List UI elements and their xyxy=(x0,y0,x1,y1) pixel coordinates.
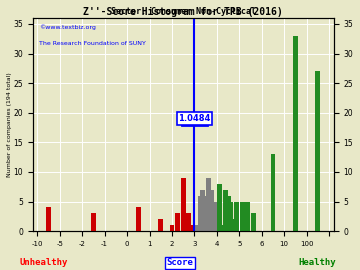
Bar xyxy=(270,154,275,231)
Bar xyxy=(91,213,96,231)
Bar xyxy=(158,219,163,231)
Bar xyxy=(226,196,230,231)
Bar xyxy=(212,201,216,231)
Text: Healthy: Healthy xyxy=(298,258,336,267)
Text: Unhealthy: Unhealthy xyxy=(19,258,67,267)
Bar xyxy=(231,219,236,231)
Bar xyxy=(195,225,200,231)
Bar xyxy=(242,219,247,231)
Text: ©www.textbiz.org: ©www.textbiz.org xyxy=(39,24,96,30)
Y-axis label: Number of companies (194 total): Number of companies (194 total) xyxy=(7,72,12,177)
Bar xyxy=(229,201,233,231)
Bar xyxy=(175,213,180,231)
Bar xyxy=(206,178,211,231)
Bar xyxy=(203,196,208,231)
Bar xyxy=(220,225,225,231)
Bar xyxy=(170,225,175,231)
Bar xyxy=(217,184,222,231)
Title: Z''-Score Histogram for TPB (2016): Z''-Score Histogram for TPB (2016) xyxy=(83,7,283,17)
Bar xyxy=(189,225,194,231)
Bar xyxy=(234,201,239,231)
Bar xyxy=(186,213,191,231)
Bar xyxy=(315,71,320,231)
Bar xyxy=(223,190,228,231)
Bar xyxy=(245,201,250,231)
Bar xyxy=(136,207,141,231)
Bar xyxy=(198,196,202,231)
Bar xyxy=(201,190,205,231)
Text: Sector: Consumer Non-Cyclical: Sector: Consumer Non-Cyclical xyxy=(111,7,256,16)
Text: 1.0484: 1.0484 xyxy=(178,114,211,123)
Text: Score: Score xyxy=(167,258,193,267)
Bar xyxy=(251,213,256,231)
Bar xyxy=(293,36,298,231)
Text: The Research Foundation of SUNY: The Research Foundation of SUNY xyxy=(39,42,146,46)
Bar xyxy=(240,201,244,231)
Bar xyxy=(209,190,214,231)
Bar xyxy=(46,207,51,231)
Bar xyxy=(181,178,186,231)
